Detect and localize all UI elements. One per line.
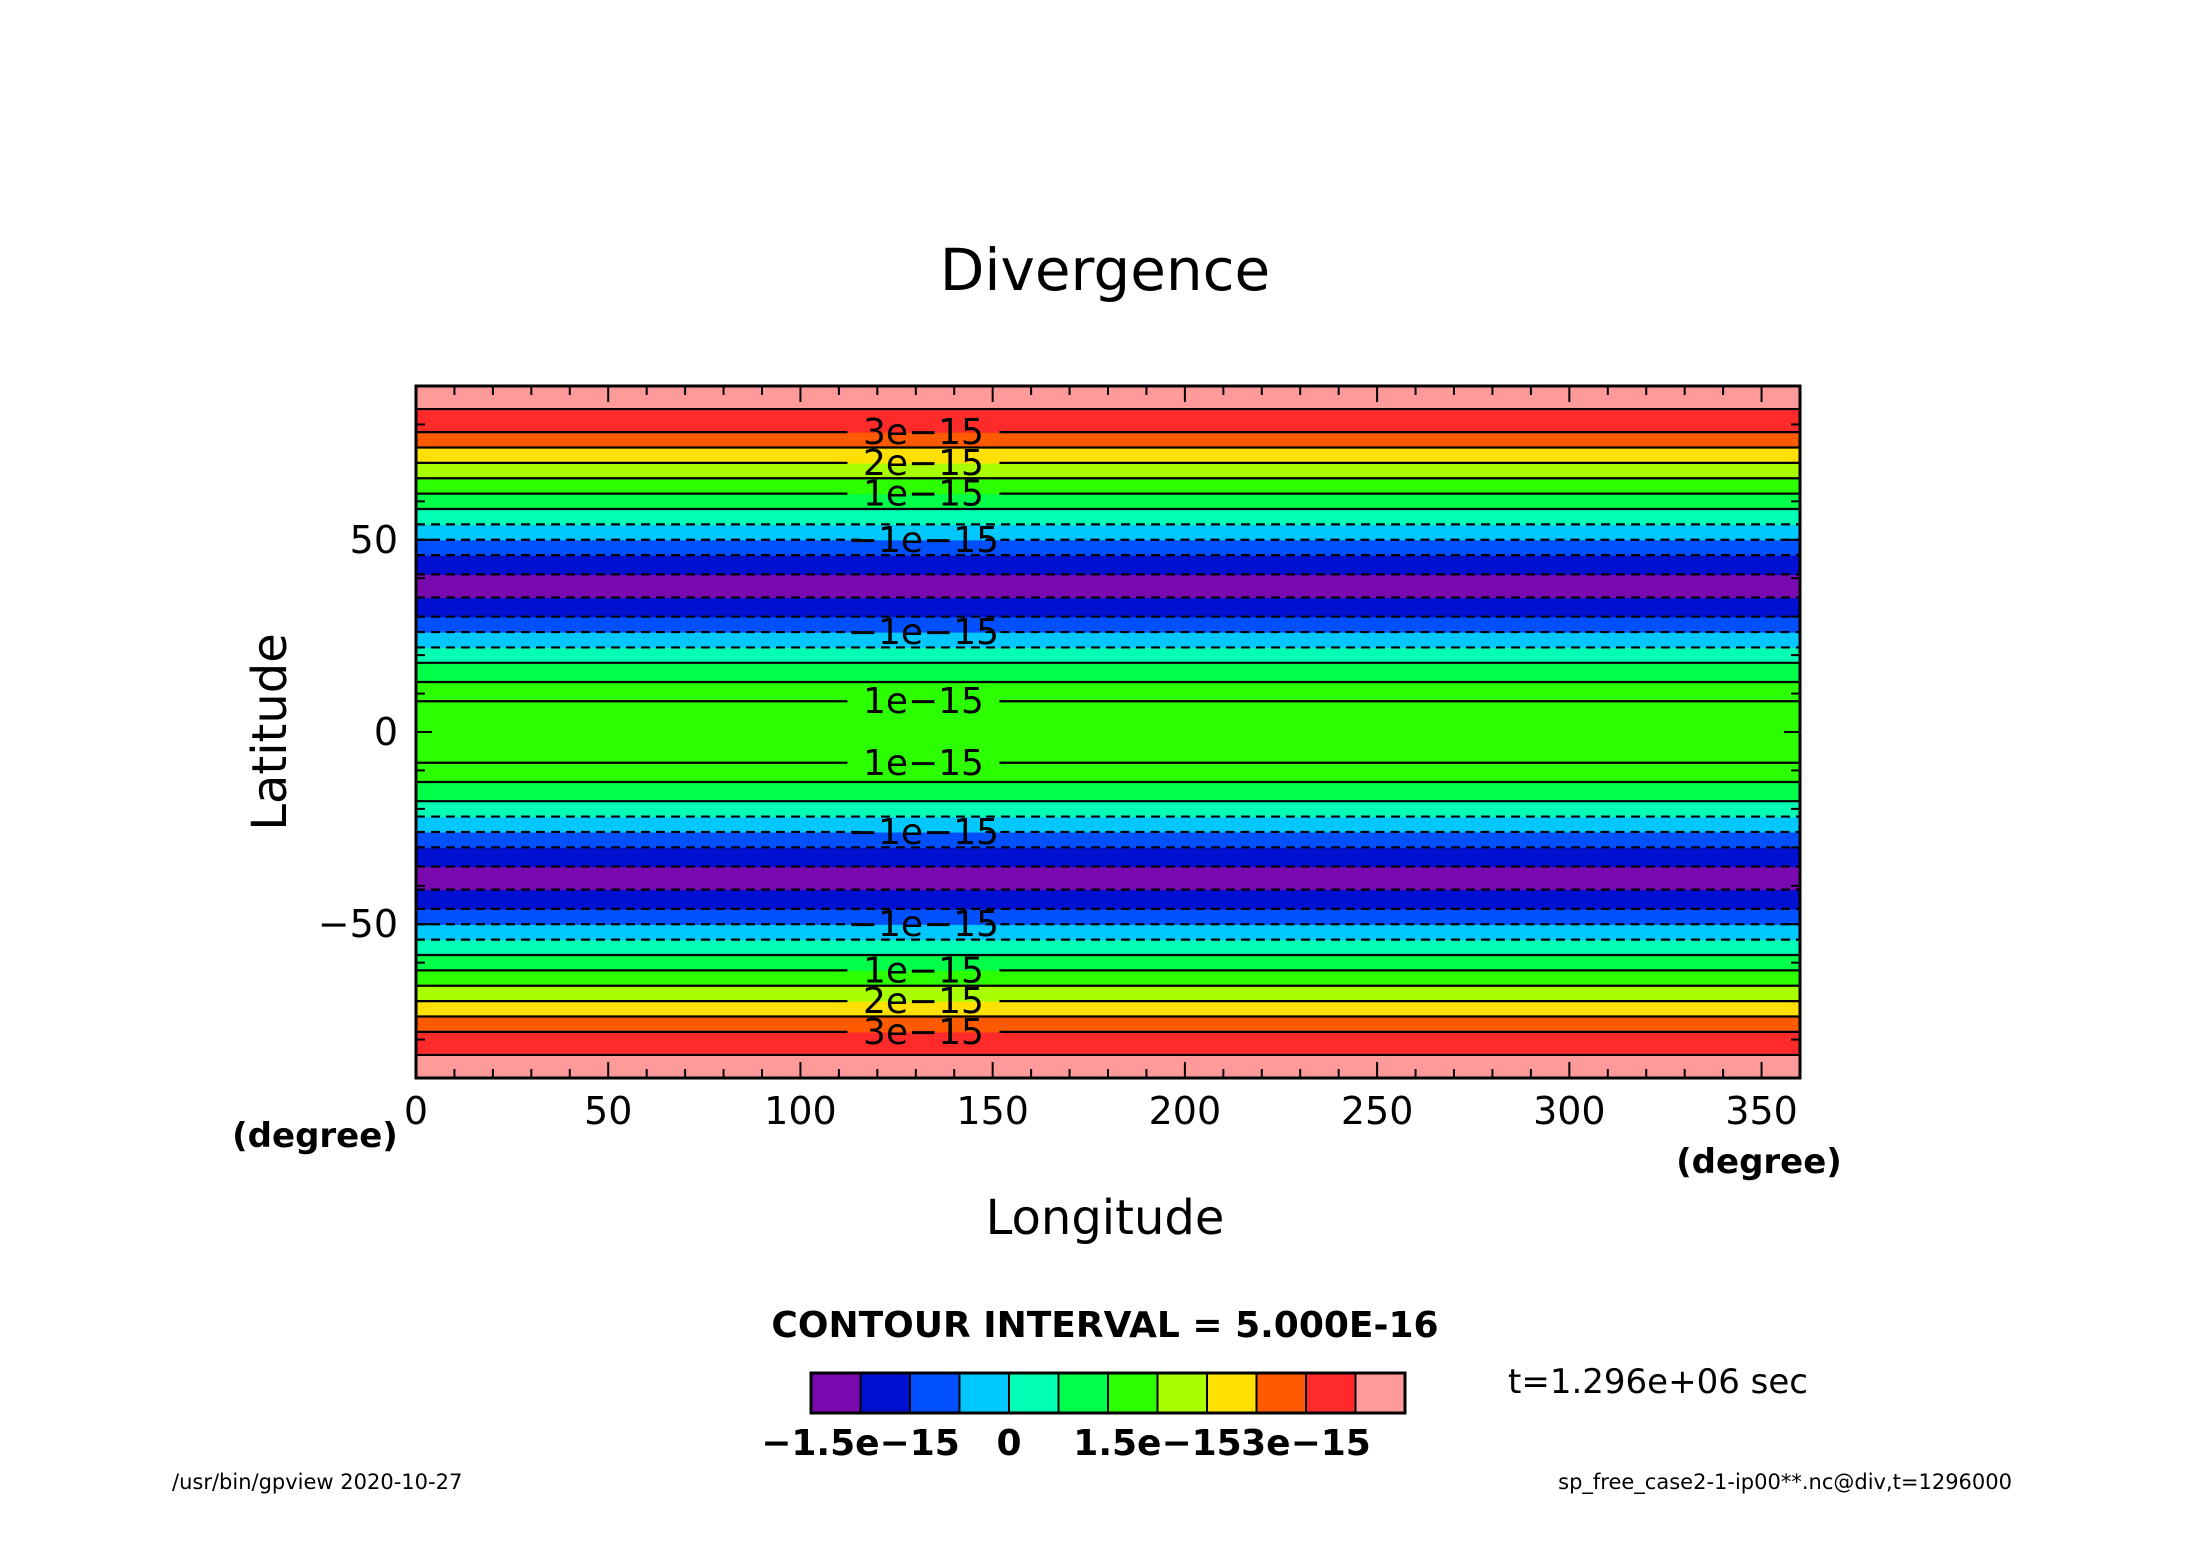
colorbar-swatch — [958, 1372, 1010, 1414]
colorbar-swatch — [1206, 1372, 1258, 1414]
colorbar-swatch — [859, 1372, 911, 1414]
colorbar-swatch — [1305, 1372, 1357, 1414]
contour-band — [416, 409, 1800, 433]
contour-band — [416, 970, 1800, 987]
contour-label: −1e−15 — [848, 612, 999, 653]
x-tick-label: 150 — [956, 1089, 1029, 1133]
y-tick-labels: −50 0 50 — [318, 518, 398, 946]
colorbar-frame — [809, 1371, 1407, 1415]
y-axis-label: Latitude — [242, 633, 298, 831]
x-tick-label: 50 — [584, 1089, 632, 1133]
colorbar-labels: −1.5e−15 0 1.5e−15 3e−15 — [761, 1423, 1371, 1464]
x-axis-label: Longitude — [986, 1190, 1225, 1246]
plot-frame — [414, 384, 1802, 1080]
x-tick-label: 100 — [764, 1089, 837, 1133]
contour-band — [416, 781, 1800, 802]
contour-band — [416, 954, 1800, 971]
contour-label: 2e−15 — [863, 443, 984, 484]
contour-label: −1e−15 — [848, 904, 999, 945]
contour-label: 1e−15 — [863, 743, 984, 784]
contour-label: −1e−15 — [848, 812, 999, 853]
contour-band — [416, 1031, 1800, 1056]
contour-band — [416, 924, 1800, 941]
contour-label: 1e−15 — [863, 681, 984, 722]
contour-band — [416, 889, 1800, 910]
x-unit-left: (degree) — [232, 1116, 398, 1156]
contour-band — [416, 682, 1800, 783]
contour-band — [416, 908, 1800, 925]
footer-left: /usr/bin/gpview 2020-10-27 — [172, 1470, 462, 1494]
contour-band — [416, 985, 1800, 1002]
contour-band — [416, 597, 1800, 618]
contour-band — [416, 574, 1800, 599]
contour-band — [416, 939, 1800, 956]
contour-bands — [416, 386, 1800, 1079]
contour-label: 1e−15 — [863, 474, 984, 515]
contour-label: 1e−15 — [863, 950, 984, 991]
contour-band — [416, 801, 1800, 818]
contour-band — [416, 509, 1800, 525]
x-tick-label: 300 — [1533, 1089, 1606, 1133]
x-tick-labels: 0 50 100 150 200 250 300 350 — [404, 1089, 1798, 1133]
contour-label: 3e−15 — [863, 412, 984, 453]
colorbar-swatch — [1107, 1372, 1159, 1414]
contour-label: −1e−15 — [848, 520, 999, 561]
time-stamp: t=1.296e+06 sec — [1508, 1362, 1808, 1402]
colorbar-swatch — [909, 1372, 961, 1414]
contour-interval: CONTOUR INTERVAL = 5.000E-16 — [771, 1305, 1438, 1346]
footer-right: sp_free_case2-1-ip00**.nc@div,t=1296000 — [1558, 1470, 2012, 1495]
colorbar-swatch — [1057, 1372, 1109, 1414]
contour-band — [416, 662, 1800, 683]
contour-band — [416, 831, 1800, 848]
contour-label: 3e−15 — [863, 1012, 984, 1053]
contour-band — [416, 866, 1800, 891]
x-tick-label: 200 — [1149, 1089, 1222, 1133]
colorbar-label: 1.5e−15 — [1073, 1423, 1241, 1464]
contour-label: 2e−15 — [863, 981, 984, 1022]
colorbar-swatch — [1156, 1372, 1208, 1414]
contour-band — [416, 555, 1800, 575]
contour-band — [416, 539, 1800, 556]
contour-band — [416, 462, 1800, 479]
contour-band — [416, 647, 1800, 664]
contour-band — [416, 493, 1800, 510]
colorbar-label: 3e−15 — [1241, 1423, 1371, 1464]
contour-band — [416, 478, 1800, 495]
colorbar-swatch — [810, 1372, 862, 1414]
contour-band — [416, 524, 1800, 541]
contour-band — [416, 1016, 1800, 1033]
x-tick-label: 350 — [1725, 1089, 1798, 1133]
contour-band — [416, 847, 1800, 868]
colorbar-swatch — [1354, 1372, 1406, 1414]
contour-band — [416, 632, 1800, 649]
x-tick-label: 0 — [404, 1089, 428, 1133]
contour-labels: 3e−152e−151e−15−1e−15−1e−151e−151e−15−1e… — [848, 412, 999, 1053]
y-tick-label: −50 — [318, 902, 398, 946]
contour-band — [416, 816, 1800, 833]
colorbar-label: −1.5e−15 — [761, 1423, 960, 1464]
contour-band — [416, 432, 1800, 449]
colorbar-swatch — [1008, 1372, 1060, 1414]
chart-title: Divergence — [940, 236, 1270, 304]
y-tick-label: 50 — [350, 518, 398, 562]
contour-band — [416, 616, 1800, 633]
x-tick-label: 250 — [1341, 1089, 1414, 1133]
x-unit-right: (degree) — [1676, 1142, 1842, 1182]
colorbar-label: 0 — [996, 1423, 1021, 1464]
y-tick-label: 0 — [374, 710, 398, 754]
contour-lines — [416, 407, 1800, 1057]
contour-band — [416, 447, 1800, 464]
colorbar-swatch — [1255, 1372, 1307, 1414]
colorbar — [809, 1371, 1407, 1415]
contour-band — [416, 1001, 1800, 1018]
